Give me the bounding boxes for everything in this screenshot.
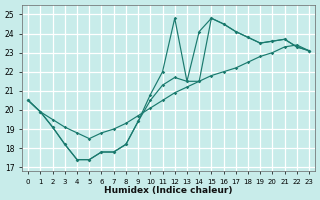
X-axis label: Humidex (Indice chaleur): Humidex (Indice chaleur) <box>104 186 233 195</box>
